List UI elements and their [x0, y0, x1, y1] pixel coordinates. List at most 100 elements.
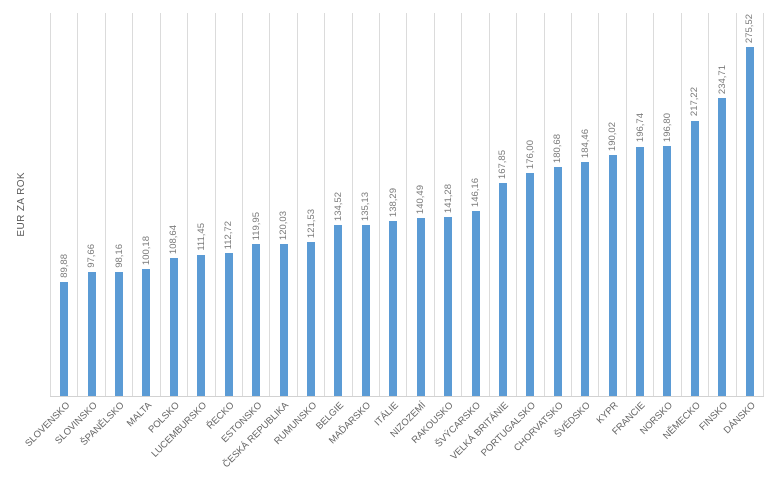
bar	[718, 98, 727, 396]
bar-value-label: 176,00	[517, 140, 543, 169]
bar-column: 111,45 LUCEMBURSKO	[149, 13, 214, 460]
bar-value-label: 180,68	[545, 134, 571, 163]
bar-column: 134,52 BELGIE	[314, 13, 351, 432]
bar-column: 196,74 FRANCIE	[611, 13, 653, 437]
bar-value-label: 100,18	[133, 236, 159, 265]
bar-value-label: 97,66	[78, 244, 104, 268]
bar-value-label-text: 141,28	[442, 183, 454, 213]
bar-value-label: 98,16	[106, 244, 132, 268]
bar-value-label: 167,85	[490, 150, 516, 179]
bar	[498, 183, 507, 396]
bar-value-label-text: 275,52	[744, 13, 756, 43]
bar	[553, 166, 562, 396]
bar	[169, 258, 178, 396]
bar-value-label: 140,49	[407, 185, 433, 214]
bar	[279, 243, 288, 396]
bar-value-label-text: 176,00	[524, 139, 536, 169]
bar-column: 141,28 RAKOUSKO	[410, 13, 461, 446]
bar-column: 138,29 ITÁLIE	[373, 13, 406, 428]
bar-value-label-text: 100,18	[140, 235, 152, 265]
bar	[444, 216, 453, 396]
bar	[581, 162, 590, 396]
plot-area: 89,88 SLOVENSKO 97,66 SLOVINSKO 98,16 ŠPANĚLS…	[23, 13, 764, 470]
bar	[690, 120, 699, 396]
bar-column: 100,18 MALTA	[125, 13, 159, 429]
bar-column: 146,16 ŠVÝCARSKO	[434, 13, 488, 450]
bar-value-label: 121,53	[298, 209, 324, 238]
bar-column: 190,02 KYPR	[594, 13, 625, 426]
bar-value-label-text: 167,85	[497, 150, 509, 180]
bar-value-label-text: 134,52	[332, 192, 344, 222]
bar-column: 89,88 SLOVENSKO	[23, 13, 77, 449]
bar-value-label-text: 135,13	[360, 191, 372, 221]
bar-value-label: 234,71	[709, 65, 735, 94]
bar	[87, 272, 96, 396]
bar-column: 234,71 FINSKO	[697, 13, 735, 433]
bar-value-label: 217,22	[682, 87, 708, 116]
bar	[224, 253, 233, 396]
bar-value-label-text: 120,03	[278, 210, 290, 240]
bar	[416, 217, 425, 396]
bar-value-label: 196,80	[654, 113, 680, 142]
bar-value-label-text: 184,46	[579, 129, 591, 159]
bar-value-label-text: 112,72	[223, 220, 235, 249]
bar-value-label: 134,52	[325, 192, 351, 221]
bar-column: 119,95 ESTONSKO	[219, 13, 269, 445]
bar	[252, 243, 261, 396]
bar-value-label: 141,28	[435, 184, 461, 213]
bar-value-label-text: 108,64	[168, 225, 180, 255]
bar-column: 140,49 NIZOZEMÍ	[389, 13, 433, 440]
bar-value-label: 196,74	[627, 113, 653, 142]
bar	[361, 224, 370, 396]
bar-column: 176,00 PORTUGALSKO	[479, 13, 543, 459]
bar-value-label-text: 98,16	[113, 243, 125, 268]
bar-value-label-text: 119,95	[250, 211, 262, 240]
bar	[608, 155, 617, 396]
bar-value-label-text: 89,88	[58, 254, 70, 278]
bar-value-label-text: 190,02	[607, 121, 619, 151]
bar-column: 108,64 POLSKO	[146, 13, 187, 435]
bar-value-label: 275,52	[737, 14, 763, 43]
bar-value-label: 120,03	[270, 211, 296, 240]
bar	[471, 210, 480, 396]
bar-column: 180,68 CHORVATSKO	[512, 13, 571, 454]
bar-column: 167,85 VELKÁ BRITÁNIE	[448, 13, 516, 462]
bar	[526, 172, 535, 396]
bar	[197, 254, 206, 396]
bar-value-label: 135,13	[353, 192, 379, 221]
bar-value-label-text: 196,74	[634, 113, 646, 143]
bar-value-label-text: 180,68	[552, 133, 564, 163]
bar-column: 97,66 SLOVINSKO	[53, 13, 104, 447]
bar-value-label: 119,95	[243, 212, 269, 240]
bar	[663, 146, 672, 396]
bar-value-label-text: 138,29	[387, 187, 399, 217]
bar	[389, 220, 398, 396]
bar-value-label-text: 97,66	[86, 244, 98, 269]
bar-value-label-text: 111,45	[195, 223, 207, 251]
bar-column: 275,52 DÁNSKO	[721, 13, 764, 436]
bar-column: 121,53 RUMUNSKO	[272, 13, 324, 447]
bar	[142, 269, 151, 396]
bar-value-label: 111,45	[188, 223, 214, 251]
bar	[60, 282, 69, 396]
bar-value-label: 146,16	[462, 178, 488, 207]
bar-value-label-text: 121,53	[305, 208, 317, 238]
bar-value-label: 184,46	[572, 129, 598, 158]
bar	[307, 241, 315, 396]
bar-column: 135,13 MAĎARSKO	[327, 13, 379, 446]
bar-column: 120,03 ČESKÁ REPUBLIKA	[221, 13, 296, 470]
bar-value-label-text: 140,49	[415, 184, 427, 214]
bar-value-label: 108,64	[161, 225, 187, 254]
bar	[636, 146, 645, 396]
bar-value-label-text: 217,22	[689, 87, 701, 117]
bar-value-label-text: 234,71	[716, 65, 728, 95]
y-axis-title: EUR ZA ROK	[16, 13, 27, 396]
bar	[334, 225, 343, 396]
bar	[745, 46, 754, 396]
bar-column: 112,72 ŘECKO	[205, 13, 242, 432]
bar-column: 217,22 NĚMECKO	[661, 13, 708, 442]
bar-column: 98,16 ŠPANĚLSKO	[79, 13, 132, 448]
bar-column: 196,80 NORSKO	[638, 13, 680, 437]
y-axis-title-text: EUR ZA ROK	[16, 172, 27, 237]
